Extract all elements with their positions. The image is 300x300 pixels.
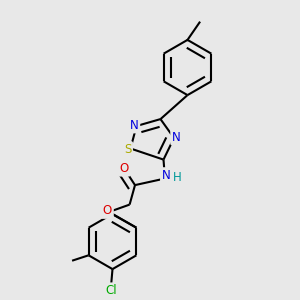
Text: N: N <box>130 118 139 132</box>
Text: Cl: Cl <box>106 284 117 297</box>
Text: S: S <box>124 143 131 156</box>
Text: N: N <box>162 169 171 182</box>
Text: O: O <box>103 204 112 217</box>
Text: H: H <box>173 171 182 184</box>
Text: N: N <box>172 130 181 144</box>
Text: O: O <box>120 162 129 175</box>
